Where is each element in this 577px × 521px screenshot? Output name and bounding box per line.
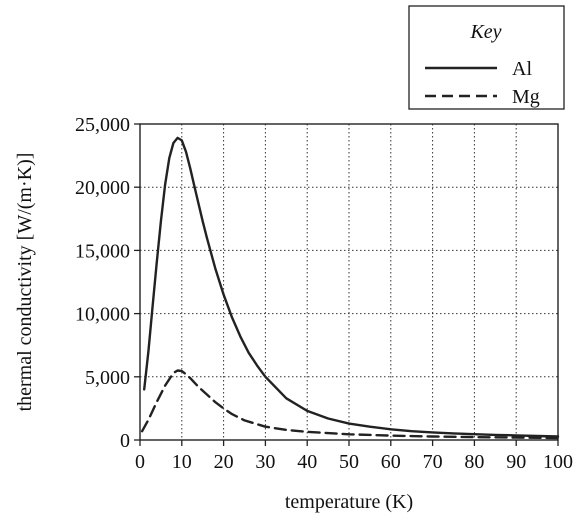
legend-box bbox=[408, 5, 565, 110]
x-tick-label: 0 bbox=[135, 451, 145, 473]
y-tick-label: 20,000 bbox=[75, 177, 130, 199]
x-tick-label: 50 bbox=[339, 451, 359, 473]
y-tick-label: 25,000 bbox=[75, 114, 130, 136]
x-tick-label: 80 bbox=[464, 451, 484, 473]
grid bbox=[140, 124, 558, 440]
x-tick-label: 10 bbox=[172, 451, 192, 473]
legend: Key Al Mg bbox=[408, 5, 565, 110]
y-tick-label: 15,000 bbox=[75, 240, 130, 262]
y-tick-label: 0 bbox=[120, 430, 130, 452]
x-tick-label: 20 bbox=[214, 451, 234, 473]
series-group bbox=[140, 136, 560, 440]
plot-frame bbox=[139, 123, 559, 441]
x-tick-label: 30 bbox=[255, 451, 275, 473]
legend-label-mg: Mg bbox=[512, 86, 540, 108]
x-tick-label: 90 bbox=[506, 451, 526, 473]
y-tick-label: 10,000 bbox=[75, 304, 130, 326]
series-line-mg bbox=[140, 369, 560, 440]
y-axis-title: thermal conductivity [W/(m·K)] bbox=[14, 153, 36, 412]
x-axis-title: temperature (K) bbox=[285, 491, 413, 513]
x-tick-label: 60 bbox=[381, 451, 401, 473]
x-tick-label: 40 bbox=[297, 451, 317, 473]
series-line-al bbox=[143, 136, 560, 438]
x-tick-label: 100 bbox=[543, 451, 573, 473]
legend-title: Key bbox=[469, 21, 501, 43]
y-axis-ticks: 0 5,000 10,000 15,000 20,000 25,000 bbox=[75, 114, 140, 452]
x-axis-ticks: 0 10 20 30 40 50 60 70 80 90 100 bbox=[135, 440, 573, 473]
legend-label-al: Al bbox=[512, 58, 532, 80]
y-tick-label: 5,000 bbox=[85, 367, 130, 389]
x-tick-label: 70 bbox=[423, 451, 443, 473]
